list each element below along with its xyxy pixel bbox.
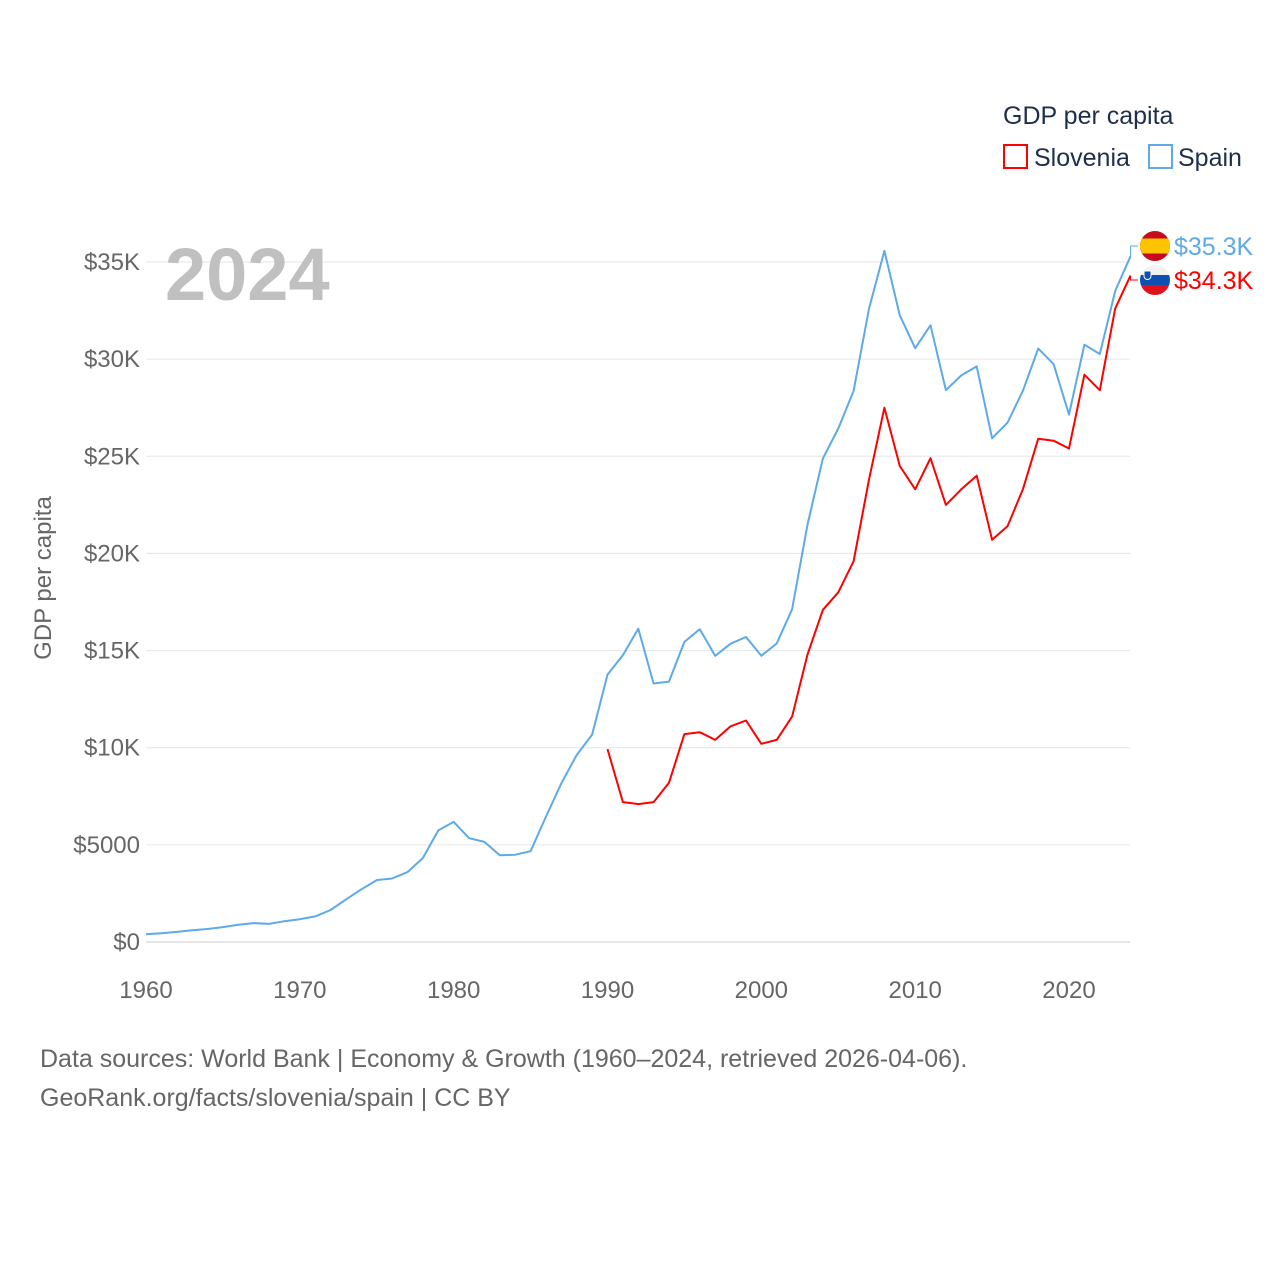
legend-item-spain[interactable]: Spain (1148, 144, 1242, 172)
y-tick-label: $20K (84, 540, 140, 567)
source-note: Data sources: World Bank | Economy & Gro… (40, 1045, 968, 1073)
y-tick-label: $10K (84, 735, 140, 762)
label-connector (1130, 245, 1138, 257)
series-line-slovenia (606, 275, 1132, 806)
series-line-spain (145, 249, 1132, 936)
flag-body (1140, 265, 1170, 295)
y-tick-label: $0 (113, 929, 140, 956)
flag-emblem (1143, 270, 1152, 280)
x-tick-label: 2010 (888, 977, 941, 1004)
legend-label-spain: Spain (1178, 144, 1242, 172)
x-tick-label: 2020 (1042, 977, 1095, 1004)
y-tick-label: $25K (84, 443, 140, 470)
y-tick-label: $15K (84, 638, 140, 665)
y-axis-ticks: $0 $5000 $10K $15K $20K $25K $30K $35K (73, 249, 140, 956)
x-tick-label: 1970 (273, 977, 326, 1004)
flag-stripe (1140, 265, 1170, 275)
x-axis-ticks: 1960 1970 1980 1990 2000 2010 2020 (119, 977, 1095, 1004)
y-tick-label: $5000 (73, 832, 140, 859)
spain-flag-icon (1140, 231, 1170, 261)
gridlines (146, 261, 1130, 943)
y-tick-label: $30K (84, 346, 140, 373)
end-value-label: $35.3K (1174, 233, 1254, 261)
legend-swatch-slovenia (1003, 144, 1028, 169)
y-tick-label: $35K (84, 249, 140, 276)
label-connector (1130, 275, 1138, 281)
end-value-label: $34.3K (1174, 267, 1254, 295)
legend-item-slovenia[interactable]: Slovenia (1003, 144, 1130, 172)
flag-stripe (1140, 275, 1170, 285)
flag-stripe (1140, 238, 1170, 254)
flag-body (1140, 231, 1170, 261)
x-tick-label: 1980 (427, 977, 480, 1004)
flag-stripe (1140, 285, 1170, 295)
x-tick-label: 2000 (735, 977, 788, 1004)
legend-swatch-spain (1148, 144, 1173, 169)
x-tick-label: 1960 (119, 977, 172, 1004)
year-watermark: 2024 (165, 233, 330, 316)
legend-title: GDP per capita (1003, 102, 1174, 130)
y-axis-label: GDP per capita (30, 496, 57, 660)
source-url: GeoRank.org/facts/slovenia/spain | CC BY (40, 1084, 511, 1112)
slovenia-flag-icon (1140, 265, 1170, 295)
series-lines (145, 249, 1132, 936)
x-tick-label: 1990 (581, 977, 634, 1004)
legend-label-slovenia: Slovenia (1034, 144, 1130, 172)
end-labels: $34.3K $35.3K (1130, 231, 1254, 295)
